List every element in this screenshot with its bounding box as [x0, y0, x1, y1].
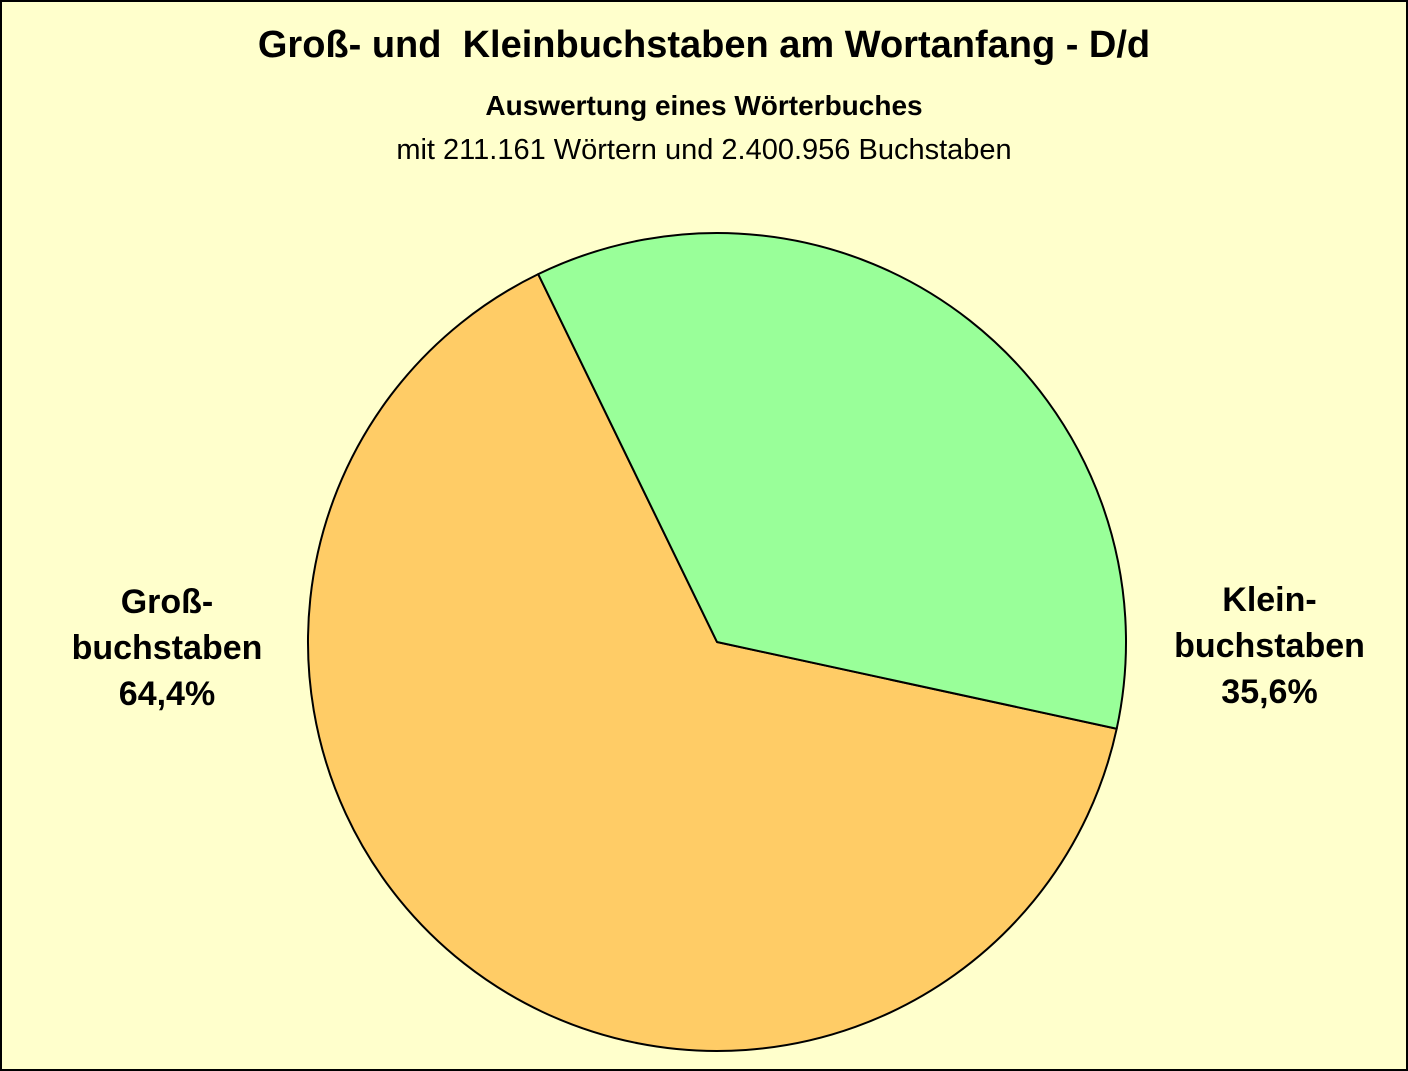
- slice-label-grossbuchstaben-line2: buchstaben: [71, 629, 263, 667]
- chart-title: Groß- und Kleinbuchstaben am Wortanfang …: [257, 24, 1151, 66]
- slice-label-kleinbuchstaben-line2: buchstaben: [1174, 627, 1365, 665]
- chart-subtitle: Auswertung eines Wörterbuches: [485, 90, 923, 121]
- slice-value-grossbuchstaben: 64,4%: [118, 675, 216, 713]
- slice-label-grossbuchstaben: Groß- buchstaben 64,4%: [42, 579, 292, 717]
- chart-subtitle-detail: mit 211.161 Wörtern und 2.400.956 Buchst…: [396, 134, 1012, 166]
- slice-value-kleinbuchstaben: 35,6%: [1221, 673, 1318, 711]
- slice-label-grossbuchstaben-line1: Groß-: [120, 583, 214, 621]
- pie-slice-grossbuchstaben: [307, 273, 1118, 1052]
- pie-slice-kleinbuchstaben: [537, 232, 1127, 730]
- slice-label-kleinbuchstaben-line1: Klein-: [1222, 581, 1317, 619]
- slice-label-kleinbuchstaben: Klein- buchstaben 35,6%: [1142, 577, 1397, 715]
